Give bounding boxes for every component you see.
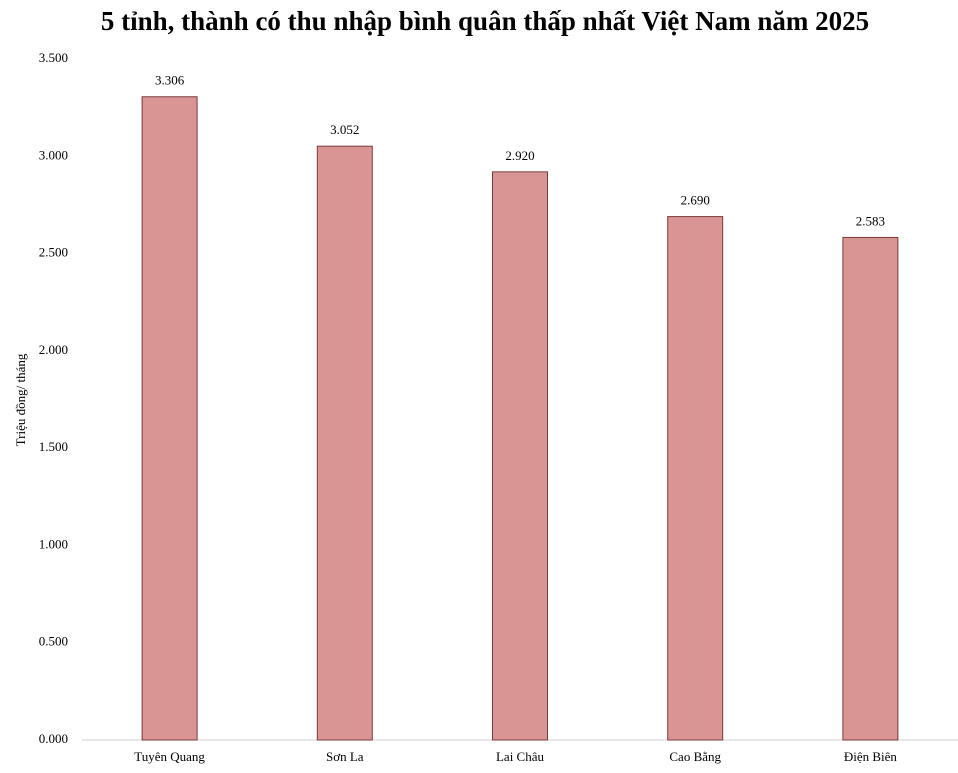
bar: [842, 236, 899, 741]
value-label: 3.306: [155, 73, 185, 88]
y-tick-label: 2.000: [39, 342, 68, 357]
x-tick-label: Cao Bằng: [669, 749, 721, 764]
y-tick-label: 0.000: [39, 731, 68, 746]
y-tick-label: 2.500: [39, 245, 68, 260]
y-tick-label: 1.500: [39, 439, 68, 454]
bar: [316, 145, 373, 741]
y-tick-label: 3.000: [39, 147, 68, 162]
y-axis-label: Triệu đồng/ tháng: [13, 353, 28, 446]
bar: [492, 171, 548, 741]
x-tick-label: Tuyên Quang: [134, 749, 205, 764]
chart-title: 5 tỉnh, thành có thu nhập bình quân thấp…: [101, 6, 869, 36]
value-label: 2.920: [505, 148, 534, 163]
x-tick-label: Lai Châu: [496, 749, 545, 764]
x-tick-label: Điện Biên: [844, 749, 898, 764]
value-label: 2.583: [856, 213, 885, 228]
y-tick-label: 0.500: [39, 634, 68, 649]
y-tick-label: 1.000: [39, 536, 68, 551]
value-label: 2.690: [681, 193, 710, 208]
bar: [141, 96, 198, 741]
value-label: 3.052: [330, 122, 359, 137]
bar: [667, 216, 724, 741]
x-tick-label: Sơn La: [326, 749, 364, 764]
y-tick-label: 3.500: [39, 50, 68, 65]
